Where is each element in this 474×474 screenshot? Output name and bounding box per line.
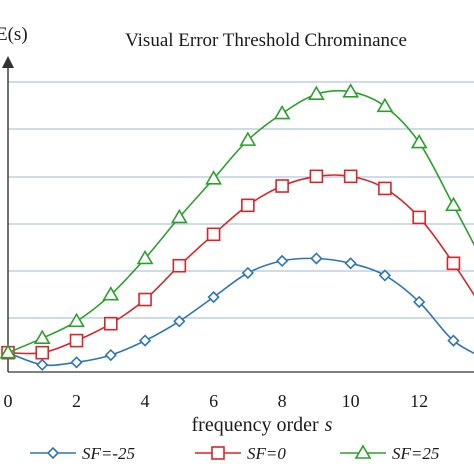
x-tick-label: 2: [72, 391, 81, 411]
square-point: [69, 333, 84, 348]
diamond-point: [413, 295, 426, 309]
triangle-point: [307, 85, 325, 101]
legend-item: SF=-25: [30, 444, 135, 463]
diamond-point: [138, 334, 152, 347]
legend-triangle-icon: [354, 444, 372, 459]
square-point: [172, 258, 187, 273]
y-axis-label: E(s): [0, 24, 28, 45]
legend-label: SF=-25: [82, 444, 135, 463]
diamond-point: [310, 252, 323, 265]
square-point: [206, 227, 221, 242]
square-point: [309, 169, 324, 184]
x-axis-label-var: s: [325, 414, 333, 436]
series-line: [7, 89, 474, 354]
chart-title: Visual Error Threshold Chrominance: [125, 30, 407, 51]
triangle-point: [410, 133, 428, 149]
diamond-point: [36, 358, 49, 371]
series-line: [7, 257, 474, 367]
x-tick-label: 8: [278, 391, 287, 411]
triangle-point: [342, 83, 360, 98]
square-point: [378, 181, 392, 196]
x-axis-ticks: 0 2 4 6 8 10 12: [4, 391, 429, 411]
triangle-point: [136, 249, 154, 265]
triangle-point: [205, 170, 222, 185]
y-axis-arrow-icon: [2, 56, 14, 68]
square-point: [103, 316, 118, 331]
gridlines: [8, 81, 474, 319]
square-point: [343, 169, 358, 184]
triangle-point: [445, 196, 462, 212]
triangle-point: [102, 286, 120, 301]
triangle-point: [273, 104, 291, 120]
x-tick-label: 6: [209, 391, 218, 411]
series-square: [1, 169, 474, 360]
x-tick-label: 0: [4, 391, 13, 411]
square-point: [35, 345, 50, 360]
square-point: [241, 198, 255, 213]
series-layer: [0, 83, 474, 371]
triangle-point: [239, 131, 257, 146]
diamond-point: [344, 257, 357, 270]
legend-label: SF=25: [392, 444, 439, 463]
diamond-point: [447, 334, 460, 347]
series-triangle: [0, 83, 474, 359]
legend-square-icon: [211, 446, 225, 460]
legend: SF=-25 SF=0 SF=25: [30, 444, 439, 463]
x-tick-label: 4: [141, 391, 150, 411]
square-point: [275, 179, 289, 193]
triangle-point: [0, 344, 17, 359]
diamond-point: [241, 266, 254, 280]
square-point: [412, 210, 426, 225]
triangle-point: [376, 97, 394, 113]
triangle-point: [33, 329, 51, 344]
legend-diamond-icon: [46, 446, 60, 460]
diamond-point: [378, 269, 392, 282]
series-diamond: [1, 252, 474, 371]
square-point: [446, 256, 461, 271]
x-axis-label-text: frequency order: [192, 414, 319, 436]
diamond-point: [173, 315, 186, 328]
diamond-point: [104, 348, 117, 362]
diamond-point: [275, 254, 289, 268]
legend-item: SF=0: [195, 444, 286, 463]
square-point: [138, 292, 152, 307]
x-axis-label: frequency order s: [192, 414, 333, 436]
legend-label: SF=0: [247, 444, 286, 463]
x-tick-label: 10: [342, 391, 360, 411]
x-tick-label: 12: [410, 391, 428, 411]
diamond-point: [207, 290, 220, 304]
triangle-point: [68, 312, 85, 328]
diamond-point: [70, 356, 83, 369]
legend-item: SF=25: [340, 444, 439, 463]
triangle-point: [170, 208, 188, 224]
